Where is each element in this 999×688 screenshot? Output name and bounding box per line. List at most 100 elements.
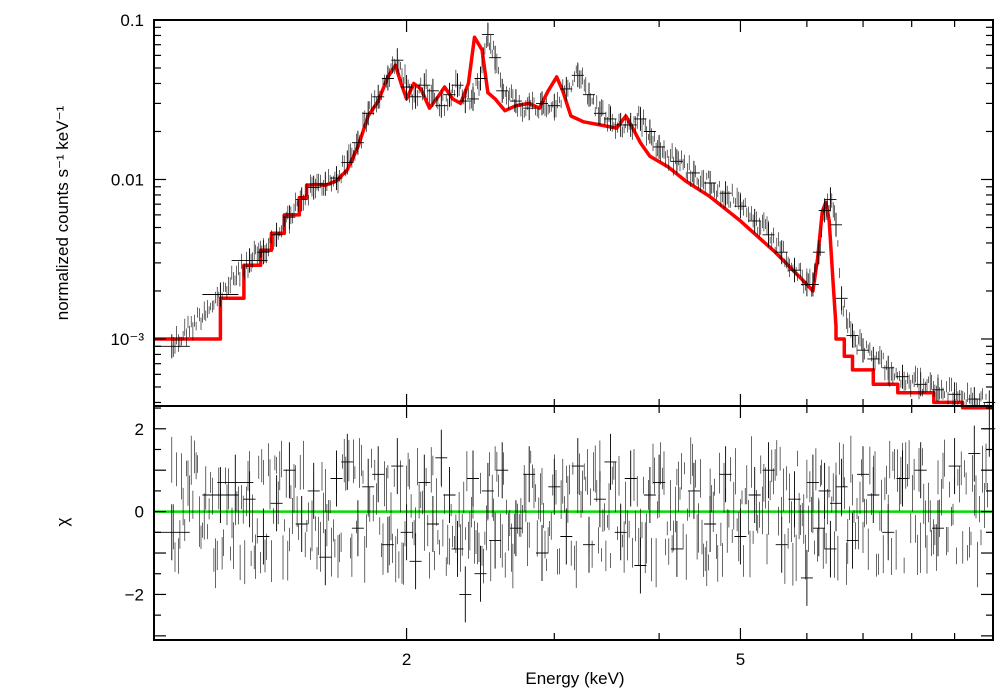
residual-data-point bbox=[800, 549, 813, 606]
residual-data-point bbox=[319, 529, 332, 586]
residual-data-point bbox=[202, 467, 239, 523]
spectrum-data-point bbox=[536, 91, 548, 116]
spectrum-data-point bbox=[914, 372, 927, 397]
spectrum-data-point bbox=[704, 171, 717, 195]
spectrum-data-point bbox=[560, 76, 573, 101]
residual-data-point bbox=[571, 438, 584, 495]
spectrum-data-point bbox=[391, 48, 404, 73]
residual-data-point bbox=[835, 458, 848, 515]
spectrum-panel: 10⁻³ 0.01 0.1 bbox=[110, 11, 996, 410]
residual-data-point bbox=[418, 454, 431, 511]
residual-data-point bbox=[257, 508, 270, 565]
spectrum-data-point bbox=[523, 96, 536, 121]
spectrum-data-point bbox=[762, 222, 775, 247]
residual-data-point bbox=[451, 520, 464, 577]
residual-data-point bbox=[459, 566, 472, 623]
spectrum-data-point bbox=[719, 181, 732, 206]
spectrum-data-point bbox=[846, 323, 859, 348]
spectrum-data-point bbox=[968, 387, 981, 406]
residual-data-point bbox=[560, 508, 573, 565]
residual-data-point bbox=[330, 450, 343, 507]
y-tick-label: −2 bbox=[125, 585, 144, 604]
residual-frame bbox=[153, 405, 994, 641]
spectrum-data-point bbox=[283, 205, 296, 230]
spectrum-data-point bbox=[418, 73, 431, 98]
y-tick-label: 0.1 bbox=[120, 11, 144, 30]
residual-data-point bbox=[914, 442, 927, 499]
spectrum-data-point bbox=[604, 106, 617, 131]
spectrum-frame bbox=[153, 19, 994, 407]
spectrum-data-point bbox=[634, 106, 647, 131]
spectrum-data-point bbox=[496, 78, 509, 103]
spectrum-data-point bbox=[818, 198, 831, 223]
spectrum-y-axis-label: normalized counts s⁻¹ keV⁻¹ bbox=[53, 105, 72, 320]
residual-data-point bbox=[351, 500, 364, 557]
residual-data-point bbox=[426, 496, 439, 552]
spectrum-data-point bbox=[788, 258, 801, 283]
residual-data-point bbox=[283, 442, 296, 499]
residual-data-point bbox=[307, 462, 320, 519]
spectrum-data-point bbox=[481, 22, 494, 47]
residual-data-point bbox=[968, 425, 981, 482]
residual-data-point bbox=[734, 508, 747, 565]
residual-data-point bbox=[435, 429, 448, 486]
spectrum-data-point bbox=[443, 82, 456, 107]
spectrum-data-point bbox=[362, 101, 375, 126]
residual-panel: 2 5 −2 0 2 bbox=[125, 405, 996, 669]
spectrum-data-point bbox=[459, 89, 472, 114]
spectrum-data-point bbox=[748, 208, 761, 233]
residual-data-point bbox=[775, 516, 788, 573]
spectrum-data-point bbox=[202, 282, 239, 307]
spectrum-data-point bbox=[687, 160, 700, 185]
spectrum-data-point bbox=[435, 93, 448, 118]
residual-data-point bbox=[583, 516, 595, 573]
residual-data-point bbox=[748, 467, 761, 523]
x-tick-label: 5 bbox=[736, 650, 745, 669]
residual-data-point bbox=[614, 504, 627, 561]
y-tick-label: 0.01 bbox=[111, 170, 144, 189]
residual-data-point bbox=[687, 462, 700, 519]
residual-noise-bars bbox=[171, 435, 988, 589]
y-tick-label: 0 bbox=[135, 503, 144, 522]
spectrum-data-point bbox=[583, 82, 595, 107]
spectrum-data-point bbox=[830, 212, 842, 237]
residual-data-point bbox=[496, 442, 509, 499]
spectrum-data-point bbox=[624, 112, 637, 137]
spectrum-data-point bbox=[307, 175, 320, 200]
spectrum-data-point bbox=[882, 355, 895, 380]
residual-data-point bbox=[217, 454, 254, 511]
spectrum-data-point bbox=[593, 101, 606, 126]
residual-data-point bbox=[295, 496, 308, 552]
spectrum-data-point bbox=[896, 364, 909, 389]
spectrum-data-point bbox=[835, 286, 848, 311]
spectrum-data-point bbox=[857, 338, 869, 363]
spectrum-data-point bbox=[734, 194, 747, 219]
spectrum-data-point bbox=[474, 66, 487, 91]
residual-data-point bbox=[400, 504, 413, 561]
residual-data-point bbox=[372, 446, 385, 503]
spectrum-data-point bbox=[451, 73, 464, 98]
residual-data-point bbox=[467, 450, 479, 507]
spectrum-data-point bbox=[231, 248, 268, 273]
spectrum-data-point bbox=[653, 134, 666, 159]
spectrum-data-point bbox=[330, 166, 343, 191]
residual-data-point bbox=[762, 442, 775, 499]
y-tick-label: 10⁻³ bbox=[110, 330, 144, 349]
residual-data-point bbox=[381, 516, 394, 573]
spectrum-data-point bbox=[489, 45, 502, 70]
residual-data-point bbox=[443, 467, 456, 523]
spectrum-data-point bbox=[867, 346, 880, 371]
residual-data-point bbox=[788, 471, 801, 528]
residual-data-point bbox=[409, 533, 422, 590]
residual-data-point bbox=[489, 512, 502, 569]
residual-data-point bbox=[670, 520, 683, 577]
residual-data-point bbox=[857, 446, 869, 503]
residual-data-point bbox=[704, 496, 717, 552]
residual-data-point bbox=[624, 450, 637, 507]
residual-data-point bbox=[523, 446, 536, 503]
residual-data-point bbox=[548, 458, 561, 515]
spectrum-data-point bbox=[319, 171, 332, 196]
spectrum-data-point bbox=[509, 89, 522, 114]
residual-data-point bbox=[818, 462, 831, 519]
